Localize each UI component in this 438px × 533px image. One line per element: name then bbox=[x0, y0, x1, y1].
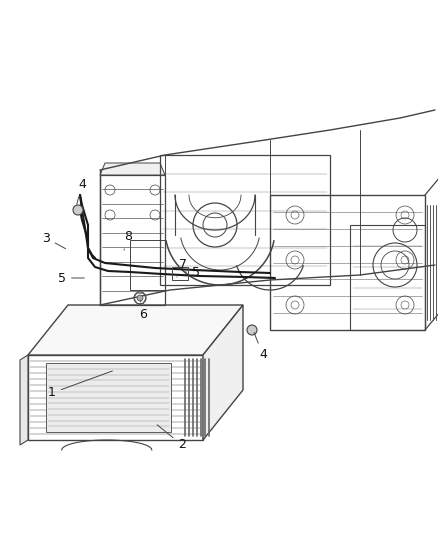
Text: 5: 5 bbox=[185, 265, 200, 279]
Text: 8: 8 bbox=[124, 230, 132, 250]
Polygon shape bbox=[28, 305, 243, 355]
Text: 4: 4 bbox=[254, 333, 267, 361]
Text: 7: 7 bbox=[177, 259, 187, 277]
Text: 3: 3 bbox=[42, 231, 66, 249]
Polygon shape bbox=[100, 163, 165, 175]
Text: 5: 5 bbox=[58, 271, 84, 285]
Polygon shape bbox=[203, 305, 243, 440]
Circle shape bbox=[73, 205, 83, 215]
Polygon shape bbox=[46, 363, 171, 432]
Text: 4: 4 bbox=[77, 179, 86, 204]
Polygon shape bbox=[20, 355, 28, 445]
Circle shape bbox=[137, 295, 143, 301]
Text: 1: 1 bbox=[48, 371, 113, 400]
Text: 2: 2 bbox=[157, 425, 186, 451]
Circle shape bbox=[247, 325, 257, 335]
Text: 6: 6 bbox=[139, 301, 147, 320]
